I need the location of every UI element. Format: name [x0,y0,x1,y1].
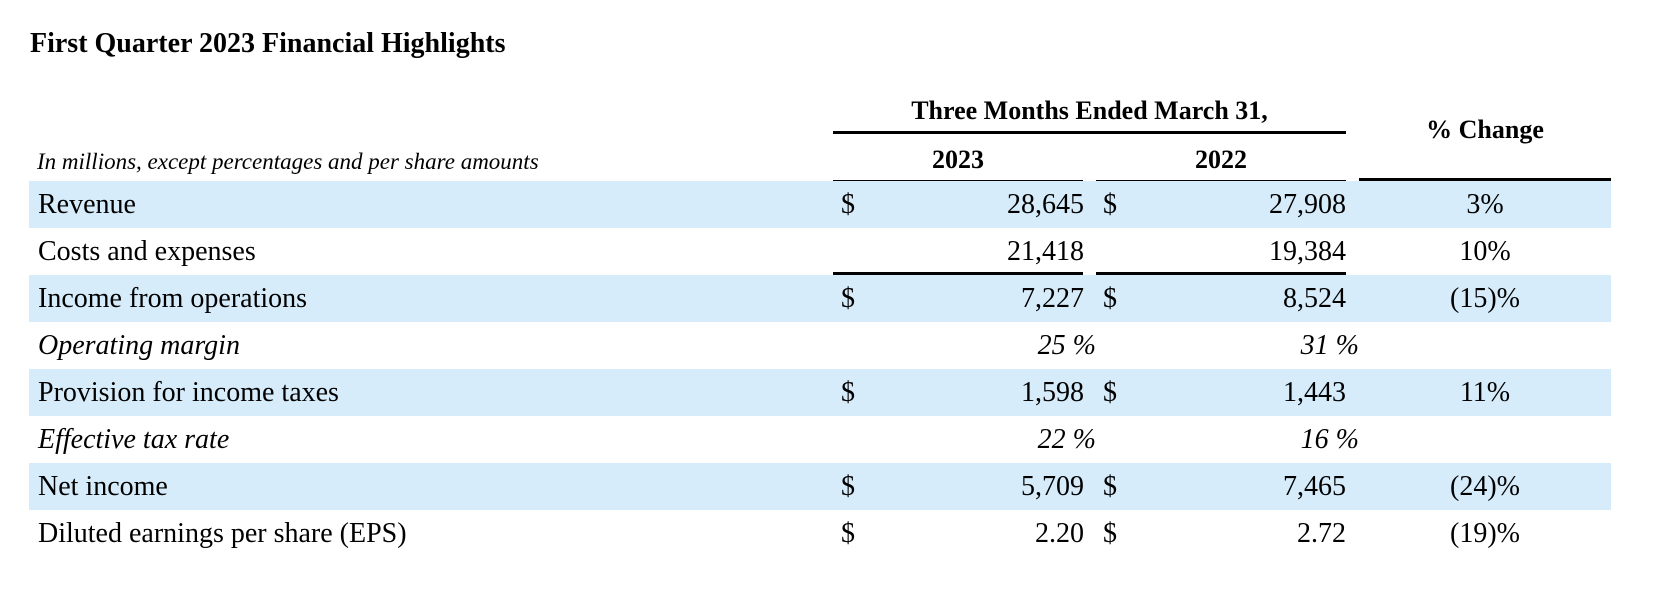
financial-table: Revenue $ 28,645 $ 27,908 3% Costs and e… [29,181,1611,557]
percent-change: 10% [1459,236,1511,267]
header-rule-change [1359,178,1611,181]
currency-symbol-2023: $ [841,189,855,220]
value-2023: 28,645 [1007,189,1084,220]
currency-symbol-2023: $ [841,518,855,549]
row-label: Costs and expenses [38,236,256,267]
table-row-provision-for-income-taxes: Provision for income taxes $ 1,598 $ 1,4… [29,369,1611,416]
column-header-2022: 2022 [1096,142,1346,183]
table-row-revenue: Revenue $ 28,645 $ 27,908 3% [29,181,1611,228]
currency-symbol-2022: $ [1103,518,1117,549]
currency-symbol-2022: $ [1103,471,1117,502]
percent-change: (19)% [1450,518,1520,549]
subtotal-rule-2022 [1096,272,1346,275]
table-row-diluted-eps: Diluted earnings per share (EPS) $ 2.20 … [29,510,1611,557]
row-label: Income from operations [38,283,308,314]
value-2022: 8,524 [1283,283,1346,314]
percent-change: (15)% [1450,283,1520,314]
page-title: First Quarter 2023 Financial Highlights [30,28,506,59]
table-row-net-income: Net income $ 5,709 $ 7,465 (24)% [29,463,1611,510]
row-label: Revenue [38,189,136,220]
row-label: Effective tax rate [38,424,230,455]
table-row-income-from-operations: Income from operations $ 7,227 $ 8,524 (… [29,275,1611,322]
value-2022: 2.72 [1297,518,1346,549]
value-2022: 19,384 [1269,236,1346,267]
table-row-costs-and-expenses: Costs and expenses 21,418 19,384 10% [29,228,1611,275]
currency-symbol-2022: $ [1103,377,1117,408]
column-group-header: Three Months Ended March 31, [833,93,1346,134]
value-2022: 1,443 [1283,377,1346,408]
value-2022: 7,465 [1283,471,1346,502]
percent-2022: 16 % [1300,424,1359,455]
value-2023: 5,709 [1021,471,1084,502]
percent-2022: 31 % [1300,330,1359,361]
currency-symbol-2023: $ [841,471,855,502]
percent-change: (24)% [1450,471,1520,502]
value-2023: 1,598 [1021,377,1084,408]
value-2023: 2.20 [1035,518,1084,549]
subtotal-rule-2023 [833,272,1083,275]
table-row-operating-margin: Operating margin 25 % 31 % [29,322,1611,369]
value-2022: 27,908 [1269,189,1346,220]
units-note: In millions, except percentages and per … [37,149,539,174]
percent-2023: 25 % [1037,330,1096,361]
row-label: Operating margin [38,330,240,361]
value-2023: 7,227 [1021,283,1084,314]
row-label: Net income [38,471,168,502]
percent-change: 11% [1459,377,1511,408]
currency-symbol-2023: $ [841,283,855,314]
percent-change: 3% [1466,189,1504,220]
table-row-effective-tax-rate: Effective tax rate 22 % 16 % [29,416,1611,463]
currency-symbol-2022: $ [1103,283,1117,314]
currency-symbol-2023: $ [841,377,855,408]
row-label: Diluted earnings per share (EPS) [38,518,407,549]
value-2023: 21,418 [1007,236,1084,267]
currency-symbol-2022: $ [1103,189,1117,220]
column-header-2023: 2023 [833,142,1083,183]
column-header-change: % Change [1426,115,1544,144]
percent-2023: 22 % [1037,424,1096,455]
row-label: Provision for income taxes [38,377,339,408]
